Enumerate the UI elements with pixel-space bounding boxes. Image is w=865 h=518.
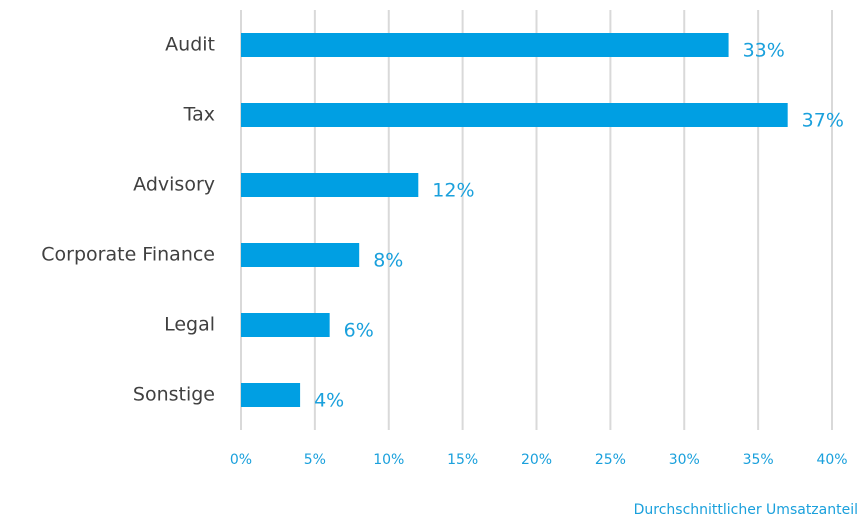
- x-tick-label: 35%: [743, 452, 774, 468]
- y-tick-label: Audit: [165, 34, 215, 56]
- data-label: 8%: [373, 250, 403, 272]
- data-label: 12%: [432, 180, 474, 202]
- bar: [241, 313, 330, 337]
- x-axis-title: Durchschnittlicher Umsatzanteil: [634, 502, 858, 518]
- x-tick-label: 5%: [304, 452, 326, 468]
- y-tick-label: Legal: [164, 314, 215, 336]
- x-tick-label: 40%: [816, 452, 847, 468]
- x-tick-label: 0%: [230, 452, 252, 468]
- y-tick-label: Tax: [183, 104, 215, 126]
- x-tick-label: 30%: [669, 452, 700, 468]
- bar: [241, 243, 360, 267]
- data-label: 4%: [314, 390, 344, 412]
- x-tick-label: 15%: [447, 452, 478, 468]
- bar: [241, 33, 729, 57]
- y-tick-label: Advisory: [133, 174, 215, 196]
- y-tick-label: Corporate Finance: [41, 244, 215, 266]
- bar: [241, 383, 301, 407]
- x-tick-label: 25%: [595, 452, 626, 468]
- data-label: 33%: [743, 40, 785, 62]
- x-tick-label: 20%: [521, 452, 552, 468]
- y-tick-label: Sonstige: [133, 384, 215, 406]
- bar: [241, 103, 788, 127]
- x-tick-label: 10%: [373, 452, 404, 468]
- data-label: 6%: [344, 320, 374, 342]
- bar: [241, 173, 419, 197]
- data-label: 37%: [802, 110, 844, 132]
